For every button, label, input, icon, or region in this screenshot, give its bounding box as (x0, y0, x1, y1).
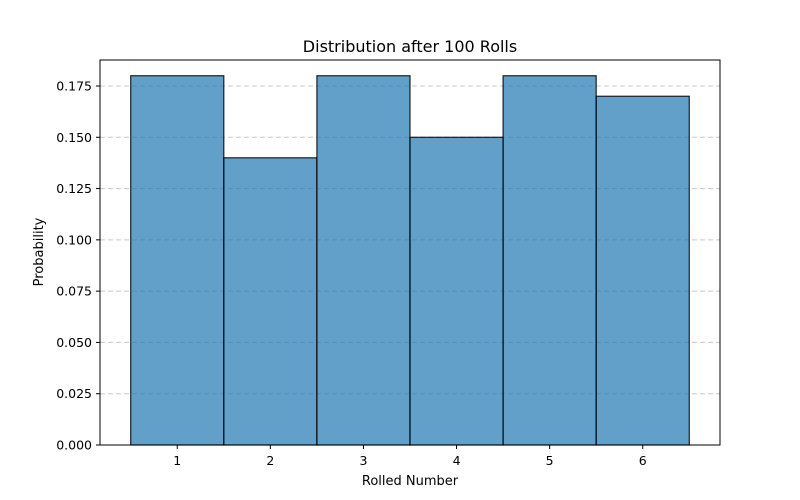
y-axis: 0.000 0.025 0.050 0.075 0.100 0.125 0.150 0.175 (56, 78, 100, 453)
y-tick-label: 0.025 (56, 386, 92, 401)
bars (130, 75, 690, 446)
y-tick-label: 0.075 (56, 284, 92, 299)
x-tick-label: 6 (639, 453, 647, 468)
y-axis-label: Probability (32, 217, 47, 286)
bar-5 (502, 75, 597, 446)
x-tick-label: 1 (173, 453, 181, 468)
y-tick-label: 0.100 (56, 232, 92, 247)
y-tick-label: 0.000 (56, 438, 92, 453)
x-axis: 1 2 3 4 5 6 (173, 445, 647, 468)
x-tick-label: 4 (453, 453, 461, 468)
chart-title: Distribution after 100 Rolls (303, 37, 517, 56)
y-tick-label: 0.050 (56, 335, 92, 350)
bar-6 (595, 95, 690, 446)
bar-1 (130, 75, 225, 446)
x-tick-label: 5 (546, 453, 554, 468)
x-axis-label: Rolled Number (362, 474, 459, 489)
bar-4 (409, 136, 504, 446)
bar-3 (316, 75, 411, 446)
bar-2 (223, 157, 318, 446)
y-tick-label: 0.125 (56, 181, 92, 196)
x-tick-label: 3 (359, 453, 367, 468)
x-tick-label: 2 (266, 453, 274, 468)
y-tick-label: 0.175 (56, 78, 92, 93)
plot-frame (99, 59, 721, 446)
y-tick-label: 0.150 (56, 130, 92, 145)
